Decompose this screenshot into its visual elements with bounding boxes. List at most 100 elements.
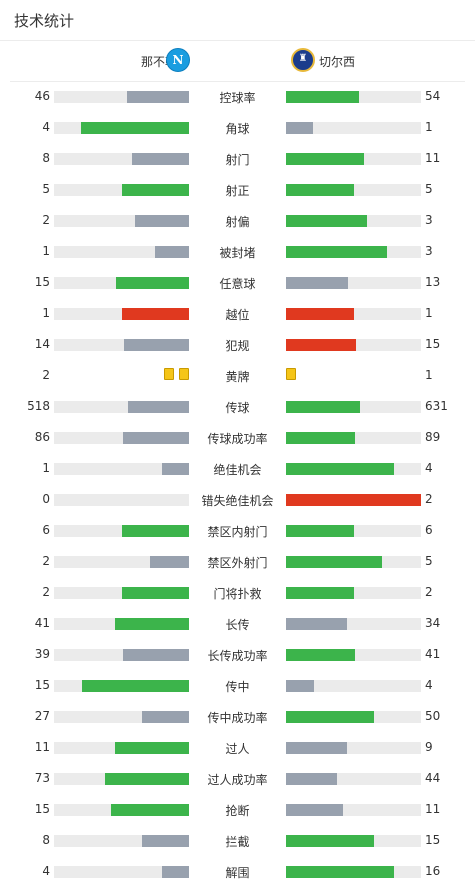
stat-label: 传中成功率 [207, 711, 268, 725]
home-value: 2 [42, 585, 50, 599]
stat-label: 黄牌 [225, 370, 250, 384]
home-value: 2 [42, 368, 50, 382]
home-value: 2 [42, 554, 50, 568]
away-bar-track [286, 618, 421, 630]
home-bar-fill [114, 618, 189, 630]
home-bar-track [54, 91, 189, 103]
stat-row: 15 任意球 13 [0, 267, 475, 298]
home-value: 5 [42, 182, 50, 196]
home-value: 1 [42, 461, 50, 475]
home-bar-track [54, 773, 189, 785]
away-value: 13 [425, 275, 441, 289]
stat-row: 2 射偏 3 [0, 205, 475, 236]
away-value: 2 [425, 492, 433, 506]
stat-row: 27 传中成功率 50 [0, 701, 475, 732]
away-value: 1 [425, 120, 433, 134]
home-bar-fill [122, 432, 189, 444]
stat-label: 错失绝佳机会 [201, 494, 274, 508]
home-bar-fill [121, 184, 189, 196]
stat-label: 越位 [225, 308, 250, 322]
stat-label: 禁区内射门 [207, 525, 268, 539]
home-bar-fill [105, 773, 189, 785]
away-bar-fill [286, 246, 388, 258]
away-value: 5 [425, 182, 433, 196]
home-value: 1 [42, 244, 50, 258]
away-value: 3 [425, 244, 433, 258]
away-value: 11 [425, 802, 441, 816]
home-bar-track [54, 649, 189, 661]
away-bar-fill [286, 463, 394, 475]
home-bar-track [54, 401, 189, 413]
home-yellow-cards [159, 368, 189, 382]
away-value: 3 [425, 213, 433, 227]
home-value: 39 [34, 647, 50, 661]
home-bar-fill [126, 91, 189, 103]
away-value: 5 [425, 554, 433, 568]
stat-row: 8 射门 11 [0, 143, 475, 174]
away-bar-fill [286, 742, 347, 754]
home-bar-track [54, 153, 189, 165]
home-value: 15 [34, 275, 50, 289]
home-bar-track [54, 866, 189, 878]
away-value: 4 [425, 461, 433, 475]
away-value: 89 [425, 430, 441, 444]
home-bar-fill [124, 339, 189, 351]
yellow-card-icon [179, 368, 189, 380]
home-value: 46 [34, 89, 50, 103]
stat-label: 犯规 [225, 339, 250, 353]
stat-label: 拦截 [225, 835, 250, 849]
home-bar-track [54, 835, 189, 847]
home-bar-track [54, 308, 189, 320]
away-bar-track [286, 432, 421, 444]
stat-label: 过人成功率 [207, 773, 268, 787]
stat-row: 4 角球 1 [0, 112, 475, 143]
home-bar-track [54, 680, 189, 692]
away-bar-fill [286, 556, 382, 568]
home-bar-fill [128, 401, 189, 413]
home-bar-track [54, 804, 189, 816]
page-title: 技术统计 [14, 12, 75, 30]
home-value: 518 [27, 399, 50, 413]
home-bar-track [54, 277, 189, 289]
teams-header: 那不勒斯 N ♜ 切尔西 [10, 41, 465, 82]
stat-label: 射偏 [225, 215, 250, 229]
away-bar-fill [286, 649, 355, 661]
yellow-card-icon [164, 368, 174, 380]
stat-row: 73 过人成功率 44 [0, 763, 475, 794]
home-bar-track [54, 556, 189, 568]
home-bar-fill [82, 680, 189, 692]
home-bar-track [54, 618, 189, 630]
away-bar-track [286, 91, 421, 103]
away-bar-track [286, 556, 421, 568]
away-bar-track [286, 494, 421, 506]
away-bar-fill [286, 308, 354, 320]
away-bar-track [286, 463, 421, 475]
away-bar-track [286, 308, 421, 320]
away-bar-fill [286, 122, 313, 134]
home-bar-track [54, 494, 189, 506]
header: 技术统计 [0, 0, 475, 41]
home-bar-track [54, 339, 189, 351]
home-bar-track [54, 215, 189, 227]
away-value: 41 [425, 647, 441, 661]
home-bar-fill [121, 587, 189, 599]
away-value: 4 [425, 678, 433, 692]
away-bar-fill [286, 866, 394, 878]
home-bar-fill [162, 866, 189, 878]
stat-row: 0 错失绝佳机会 2 [0, 484, 475, 515]
home-value: 6 [42, 523, 50, 537]
stat-row: 86 传球成功率 89 [0, 422, 475, 453]
away-bar-fill [286, 277, 349, 289]
stat-row: 518 传球 631 [0, 391, 475, 422]
home-bar-fill [110, 804, 189, 816]
away-bar-track [286, 587, 421, 599]
stat-label: 长传 [225, 618, 250, 632]
away-bar-track [286, 153, 421, 165]
away-bar-track [286, 804, 421, 816]
stat-row: 2 黄牌 1 [0, 360, 475, 391]
home-value: 8 [42, 833, 50, 847]
away-bar-track [286, 680, 421, 692]
stat-row: 2 门将扑救 2 [0, 577, 475, 608]
stat-label: 角球 [225, 122, 250, 136]
home-bar-track [54, 432, 189, 444]
